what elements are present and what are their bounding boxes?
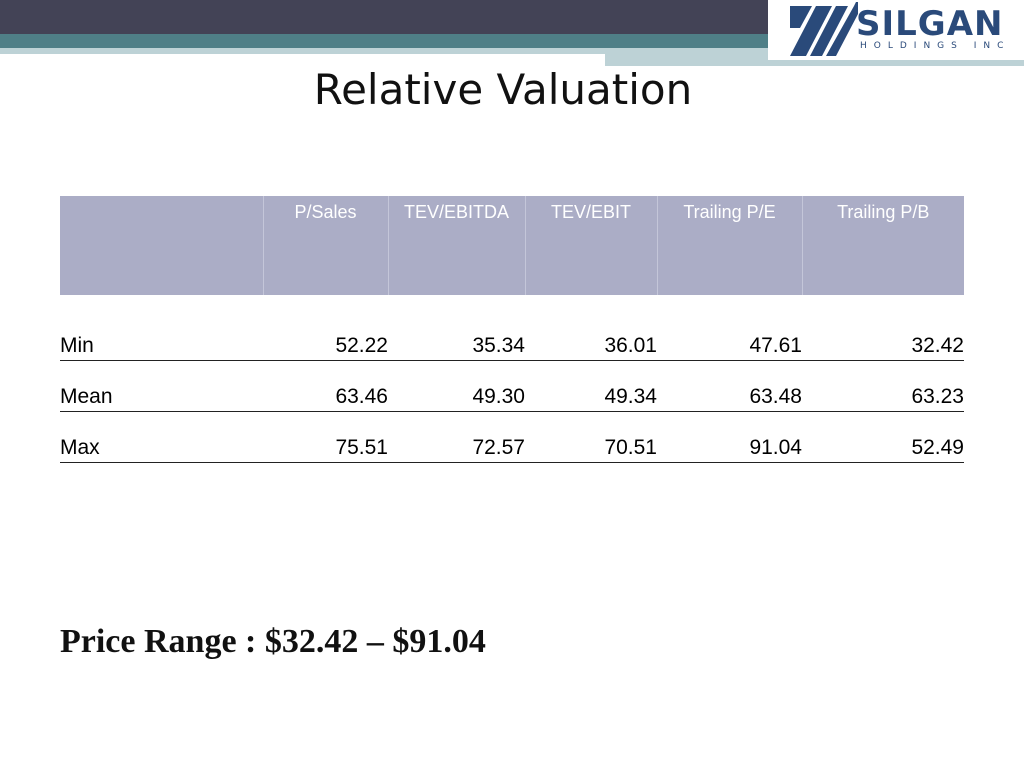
row-label: Mean [60,360,263,412]
header-band-light [0,48,605,54]
table-cell: 52.22 [263,315,388,361]
table-row-max: Max 75.51 72.57 70.51 91.04 52.49 [60,411,964,463]
cell-value: 49.34 [604,385,657,408]
cell-value: 63.48 [749,385,802,408]
table-cell: 63.46 [263,360,388,412]
table-cell: 72.57 [388,411,525,463]
cell-value: 70.51 [604,436,657,459]
header-cell-trailing-pb: Trailing P/B [801,196,964,295]
table-cell: 36.01 [525,315,657,361]
company-logo: SILGAN HOLDINGS INC [768,0,1024,60]
table-cell: 32.42 [802,315,964,361]
table-cell: 63.48 [657,360,802,412]
table-cell: 49.34 [525,360,657,412]
cell-value: 47.61 [749,334,802,357]
slide-title: Relative Valuation [313,65,693,114]
header-cell-blank [60,196,263,295]
row-label-text: Min [60,334,94,357]
cell-value: 35.34 [472,334,525,357]
cell-value: 63.23 [911,385,964,408]
header-cell-tev-ebitda: TEV/EBITDA [387,196,525,295]
cell-value: 49.30 [472,385,525,408]
header-cell-trailing-pe: Trailing P/E [656,196,802,295]
row-label-text: Mean [60,385,113,408]
cell-value: 72.57 [472,436,525,459]
header-cell-p-sales: P/Sales [262,196,388,295]
cell-value: 63.46 [335,385,388,408]
table-header-row: P/Sales TEV/EBITDA TEV/EBIT Trailing P/E… [60,196,964,295]
logo-subtitle: HOLDINGS INC [860,41,1011,51]
cell-value: 91.04 [749,436,802,459]
cell-value: 52.49 [911,436,964,459]
table-cell: 75.51 [263,411,388,463]
row-label-text: Max [60,436,100,459]
price-range-text: Price Range : $32.42 – $91.04 [60,623,486,660]
silgan-logo-icon [790,2,858,56]
cell-value: 52.22 [335,334,388,357]
cell-value: 36.01 [604,334,657,357]
row-label: Min [60,315,263,361]
table-spacer [60,295,964,315]
header-band-dark [0,0,768,34]
logo-wordmark: SILGAN [856,4,1004,44]
table-cell: 52.49 [802,411,964,463]
table-cell: 63.23 [802,360,964,412]
header-cell-tev-ebit: TEV/EBIT [524,196,657,295]
table-cell: 70.51 [525,411,657,463]
valuation-table: P/Sales TEV/EBITDA TEV/EBIT Trailing P/E… [60,196,964,463]
table-cell: 47.61 [657,315,802,361]
cell-value: 75.51 [335,436,388,459]
table-cell: 35.34 [388,315,525,361]
table-cell: 49.30 [388,360,525,412]
row-label: Max [60,411,263,463]
table-cell: 91.04 [657,411,802,463]
table-row-min: Min 52.22 35.34 36.01 47.61 32.42 [60,315,964,361]
table-row-mean: Mean 63.46 49.30 49.34 63.48 63.23 [60,360,964,412]
cell-value: 32.42 [911,334,964,357]
